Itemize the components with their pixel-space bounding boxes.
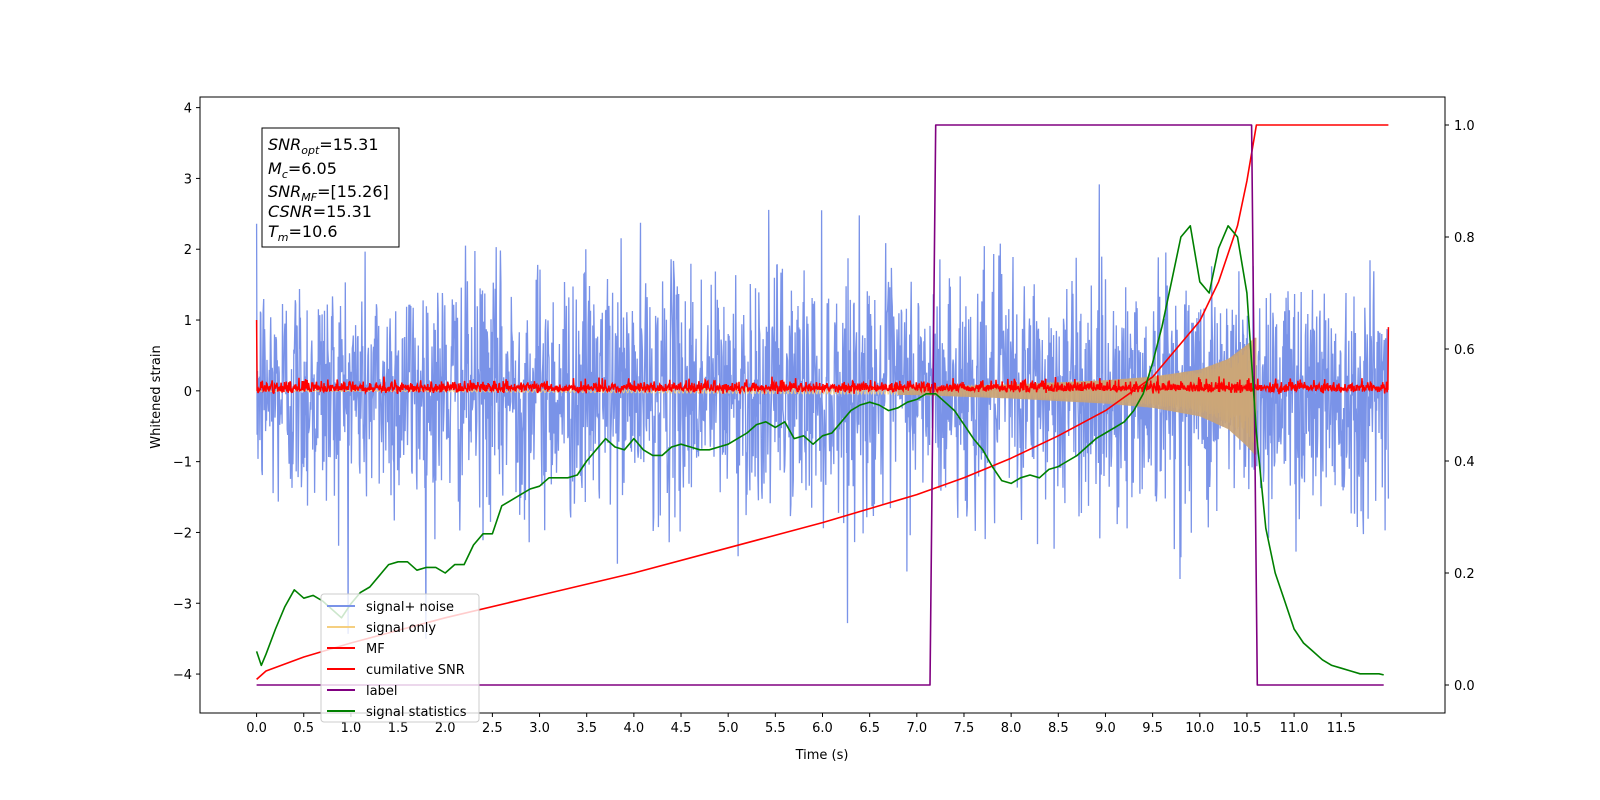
info-box: SNRopt=15.31 Mc=6.05 SNRMF=[15.26] CSNR=… <box>261 127 400 248</box>
y2-tick-label-0.8: 0.8 <box>1454 231 1475 246</box>
y2-tick-label-0.0: 0.0 <box>1454 679 1475 694</box>
info-tm-sub: m <box>278 231 289 244</box>
info-snr-mf-value: =[15.26] <box>317 182 389 201</box>
x-tick-label-6.0: 6.0 <box>812 721 833 736</box>
info-snr-mf-sub: MF <box>301 191 317 204</box>
info-snr-opt-label: SNR <box>268 135 301 154</box>
x-tick-label-6.5: 6.5 <box>859 721 880 736</box>
y-tick-label-3: 3 <box>184 172 192 187</box>
y-tick-label--4: −4 <box>173 668 192 683</box>
info-tm-label: T <box>268 222 279 241</box>
x-tick-label-5.5: 5.5 <box>765 721 786 736</box>
y2-tick-label-0.6: 0.6 <box>1454 343 1475 358</box>
x-tick-label-7.5: 7.5 <box>954 721 975 736</box>
series-signal-statistics <box>255 225 1384 676</box>
info-snr-opt: SNRopt=15.31 <box>268 135 379 157</box>
legend-entries: signal+ noise signal only MF cumilative SNR… <box>327 600 467 720</box>
y-tick-label-4: 4 <box>184 102 192 117</box>
info-csnr-label: CSNR <box>268 202 313 221</box>
x-tick-label-1.5: 1.5 <box>388 721 409 736</box>
x-tick-label-3.5: 3.5 <box>576 721 597 736</box>
x-tick-label-3.0: 3.0 <box>529 721 550 736</box>
x-tick-label-1.0: 1.0 <box>341 721 362 736</box>
x-tick-label-11.5: 11.5 <box>1327 721 1356 736</box>
legend-frame <box>320 593 480 723</box>
x-tick-label-8.5: 8.5 <box>1048 721 1069 736</box>
info-tm: Tm=10.6 <box>268 222 338 244</box>
y-axis-label: Whitened strain <box>149 345 164 448</box>
series-signal-noise <box>255 184 1390 639</box>
axes-layer: 0.0 0.5 1.0 1.5 2.0 2.5 3.0 3.5 4.0 4.5 5.0 5.5 6.0 6… <box>173 96 1475 736</box>
y-tick-label-1: 1 <box>184 314 192 329</box>
x-tick-label-10.5: 10.5 <box>1232 721 1261 736</box>
info-tm-value: =10.6 <box>289 222 338 241</box>
info-box-frame <box>261 127 400 248</box>
info-mc: Mc=6.05 <box>268 159 337 181</box>
x-tick-label-0.0: 0.0 <box>246 721 267 736</box>
info-csnr-value: =15.31 <box>313 202 372 221</box>
x-tick-label-7.0: 7.0 <box>906 721 927 736</box>
x-tick-label-2.5: 2.5 <box>482 721 503 736</box>
y-tick-label-2: 2 <box>184 243 192 258</box>
legend-label-5: signal statistics <box>366 705 467 720</box>
legend-label-2: MF <box>366 642 385 657</box>
x-tick-label-0.5: 0.5 <box>293 721 314 736</box>
plot-layer <box>255 124 1390 686</box>
info-mc-sub: c <box>282 168 288 181</box>
x-axis-label: Time (s) <box>795 748 849 763</box>
x-tick-label-5.0: 5.0 <box>718 721 739 736</box>
legend-label-3: cumilative SNR <box>366 663 465 678</box>
y-tick-label--3: −3 <box>173 597 192 612</box>
x-tick-label-4.0: 4.0 <box>624 721 645 736</box>
x-tick-label-2.0: 2.0 <box>435 721 456 736</box>
y2-tick-label-1.0: 1.0 <box>1454 119 1475 134</box>
legend-label-0: signal+ noise <box>366 600 454 615</box>
legend-label-1: signal only <box>366 621 436 636</box>
y2-tick-label-0.2: 0.2 <box>1454 567 1475 582</box>
y-tick-label-0: 0 <box>184 385 192 400</box>
info-snr-opt-sub: opt <box>301 144 320 157</box>
x-tick-label-9.5: 9.5 <box>1142 721 1163 736</box>
series-mf <box>255 319 1390 396</box>
x-tick-label-9.0: 9.0 <box>1095 721 1116 736</box>
series-label <box>256 124 1384 686</box>
info-snr-opt-value: =15.31 <box>319 135 378 154</box>
x-tick-label-11.0: 11.0 <box>1280 721 1309 736</box>
info-snr-mf: SNRMF=[15.26] <box>268 182 389 204</box>
y-tick-label--1: −1 <box>173 456 192 471</box>
x-tick-label-8.0: 8.0 <box>1001 721 1022 736</box>
y2-tick-label-0.4: 0.4 <box>1454 455 1475 470</box>
x-tick-label-10.0: 10.0 <box>1185 721 1214 736</box>
info-mc-label: M <box>268 159 282 178</box>
legend-label-4: label <box>366 684 397 699</box>
y-tick-label--2: −2 <box>173 526 192 541</box>
info-mc-value: =6.05 <box>288 159 337 178</box>
info-csnr: CSNR=15.31 <box>268 202 372 221</box>
info-snr-mf-label: SNR <box>268 182 301 201</box>
series-signal-only-envelope <box>898 337 1257 455</box>
x-tick-label-4.5: 4.5 <box>671 721 692 736</box>
legend: signal+ noise signal only MF cumilative SNR… <box>320 593 480 723</box>
